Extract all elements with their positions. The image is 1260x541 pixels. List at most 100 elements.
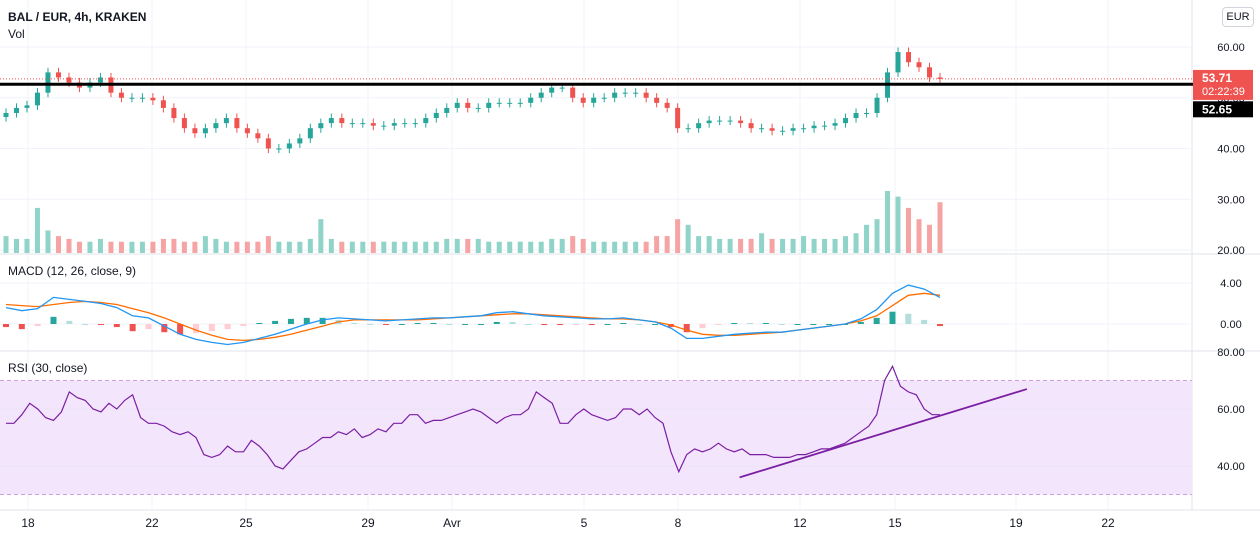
- volume-bar: [517, 241, 523, 253]
- candle-body: [664, 102, 670, 108]
- volume-bar: [339, 241, 345, 253]
- volume-bar: [927, 224, 933, 253]
- candle-body: [622, 92, 628, 94]
- volume-bar: [370, 241, 376, 253]
- x-tick-label: 8: [675, 516, 682, 530]
- y-tick-label: 0.00: [1220, 319, 1241, 331]
- volume-bar: [412, 241, 418, 253]
- volume-bar: [885, 191, 891, 253]
- candle-body: [171, 107, 177, 119]
- candle-body: [118, 92, 124, 98]
- macd-histogram-bar: [161, 324, 168, 333]
- volume-bar: [34, 207, 40, 253]
- macd-histogram-bar: [889, 311, 896, 324]
- candle-body: [843, 118, 849, 124]
- volume-label[interactable]: Vol: [8, 27, 25, 41]
- candle-body: [465, 102, 471, 108]
- candle-body: [570, 87, 576, 98]
- volume-bar: [24, 238, 30, 253]
- volume-bar: [622, 241, 628, 253]
- volume-bar: [381, 241, 387, 253]
- candle-body: [402, 123, 408, 125]
- volume-bar: [244, 241, 250, 253]
- candle-body: [433, 112, 439, 119]
- volume-bar: [276, 241, 282, 253]
- symbol-title[interactable]: BAL / EUR, 4h, KRAKEN: [8, 10, 147, 24]
- candle-body: [139, 97, 145, 99]
- volume-bar: [780, 238, 786, 253]
- candle-body: [213, 123, 219, 129]
- macd-histogram-bar: [857, 321, 864, 324]
- macd-histogram-bar: [192, 324, 199, 334]
- macd-label[interactable]: MACD (12, 26, close, 9): [8, 264, 137, 278]
- macd-histogram-bar: [18, 324, 25, 330]
- candle-body: [381, 125, 387, 127]
- x-tick-label: Avr: [443, 516, 461, 530]
- macd-histogram-bar: [224, 324, 231, 330]
- macd-histogram-bar: [794, 324, 801, 325]
- macd-histogram-bar: [177, 324, 184, 335]
- volume-bar: [601, 241, 607, 253]
- macd-line: [5, 284, 941, 346]
- macd-histogram-bar: [557, 324, 564, 326]
- volume-bar: [790, 238, 796, 253]
- macd-histogram-bar: [810, 324, 817, 325]
- volume-bar: [108, 241, 114, 253]
- volume-bar: [759, 233, 765, 253]
- candle-body: [24, 105, 30, 108]
- volume-bar: [139, 241, 145, 253]
- candle-body: [339, 118, 345, 124]
- macd-histogram-bar: [351, 322, 358, 324]
- candle-body: [318, 123, 324, 129]
- macd-histogram-bar: [446, 324, 453, 325]
- candle-body: [444, 107, 450, 113]
- y-tick-label: 80.00: [1217, 347, 1245, 359]
- candle-body: [895, 52, 901, 73]
- macd-histogram-bar: [937, 324, 943, 327]
- candle-body: [528, 97, 534, 103]
- volume-bar: [811, 238, 817, 253]
- candle-body: [45, 72, 51, 93]
- volume-bar: [465, 238, 471, 253]
- volume-bar: [318, 219, 324, 253]
- line-price-text: 52.65: [1202, 102, 1232, 116]
- currency-badge[interactable]: EUR: [1222, 7, 1254, 27]
- volume-bar: [255, 241, 261, 253]
- volume-bar: [97, 238, 103, 253]
- macd-histogram-bar: [477, 324, 484, 325]
- candle-body: [601, 97, 607, 99]
- volume-bar: [223, 241, 229, 253]
- macd-histogram-bar: [430, 322, 437, 324]
- volume-bar: [528, 241, 534, 253]
- rsi-label[interactable]: RSI (30, close): [8, 361, 88, 375]
- candle-body: [822, 125, 828, 127]
- candle-body: [759, 128, 765, 130]
- candle-body: [916, 62, 922, 68]
- candle-body: [696, 123, 702, 129]
- volume-bar: [171, 238, 177, 253]
- volume-bar: [801, 236, 807, 253]
- volume-bar: [727, 238, 733, 253]
- x-tick-label: 12: [793, 516, 807, 530]
- macd-histogram-bar: [905, 313, 912, 324]
- macd-histogram-bar: [699, 324, 706, 329]
- macd-histogram-bar: [509, 321, 516, 324]
- macd-histogram-bar: [620, 322, 627, 324]
- volume-bar: [580, 238, 586, 253]
- volume-bar: [822, 238, 828, 253]
- macd-histogram-bar: [731, 322, 738, 324]
- candle-body: [906, 52, 912, 63]
- macd-histogram-bar: [683, 324, 690, 333]
- volume-bar: [832, 238, 838, 253]
- volume-bar: [297, 241, 303, 253]
- macd-histogram-bar: [525, 324, 532, 325]
- volume-bar: [738, 238, 744, 253]
- macd-histogram-bar: [873, 317, 880, 324]
- volume-bar: [612, 241, 618, 253]
- candle-body: [297, 138, 303, 144]
- last-price-text: 53.71: [1202, 71, 1232, 85]
- candle-body: [265, 138, 271, 149]
- macd-histogram-bar: [652, 324, 659, 325]
- candle-body: [559, 87, 565, 89]
